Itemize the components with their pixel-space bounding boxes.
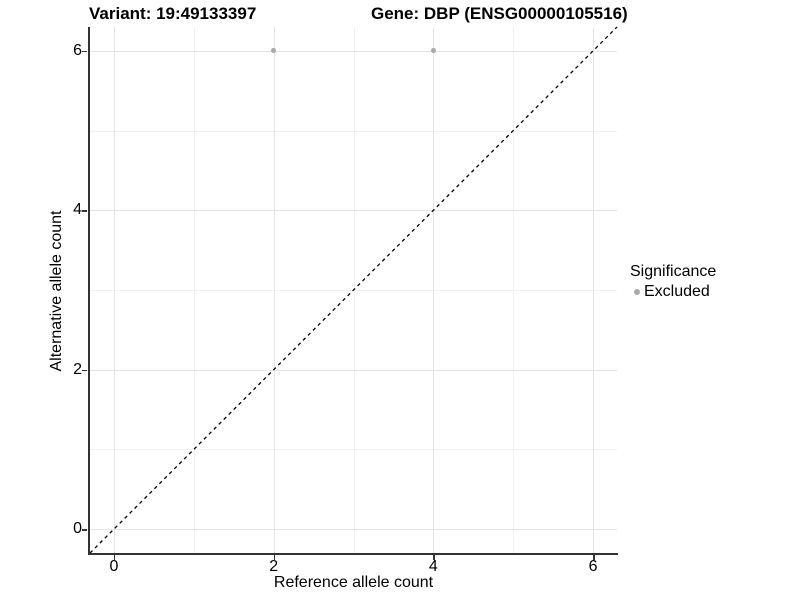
y-tick-label: 6	[73, 41, 82, 59]
identity-line	[89, 26, 618, 554]
y-tick-mark	[82, 210, 87, 212]
legend: Significance Excluded	[630, 263, 716, 301]
y-major-gridline	[90, 50, 617, 52]
plot-panel	[89, 26, 618, 554]
x-axis-line	[88, 553, 618, 555]
x-major-gridline	[273, 27, 275, 553]
y-major-gridline	[90, 529, 617, 531]
legend-item-label: Excluded	[644, 283, 710, 300]
y-tick-mark	[82, 369, 87, 372]
x-major-gridline	[433, 27, 435, 553]
y-tick-mark	[82, 50, 87, 53]
x-tick-label: 0	[109, 558, 119, 575]
data-point	[271, 48, 277, 54]
data-point	[430, 48, 436, 54]
y-axis-label: Alternative allele count	[48, 210, 65, 372]
x-tick-label: 2	[269, 558, 279, 575]
x-tick-mark	[113, 555, 116, 560]
y-minor-gridline	[90, 449, 617, 451]
y-tick-label: 4	[73, 201, 82, 219]
x-tick-mark	[273, 555, 276, 560]
x-tick-mark	[433, 555, 435, 560]
x-tick-label: 6	[588, 558, 598, 575]
excluded-point-icon	[634, 289, 640, 295]
x-major-gridline	[113, 27, 115, 553]
legend-item-excluded: Excluded	[634, 283, 716, 301]
y-tick-label: 0	[73, 520, 82, 538]
y-minor-gridline	[90, 130, 617, 132]
y-major-gridline	[90, 369, 617, 371]
variant-title: Variant: 19:49133397	[89, 4, 257, 23]
gene-title: Gene: DBP (ENSG00000105516)	[371, 4, 628, 23]
x-tick-label: 4	[428, 558, 438, 575]
y-major-gridline	[90, 210, 617, 212]
x-axis-label: Reference allele count	[273, 574, 434, 591]
y-tick-label: 2	[73, 360, 82, 378]
y-tick-mark	[82, 529, 87, 531]
x-tick-mark	[593, 555, 595, 560]
x-major-gridline	[593, 27, 595, 553]
legend-title: Significance	[630, 263, 717, 280]
y-axis-line	[88, 27, 90, 555]
